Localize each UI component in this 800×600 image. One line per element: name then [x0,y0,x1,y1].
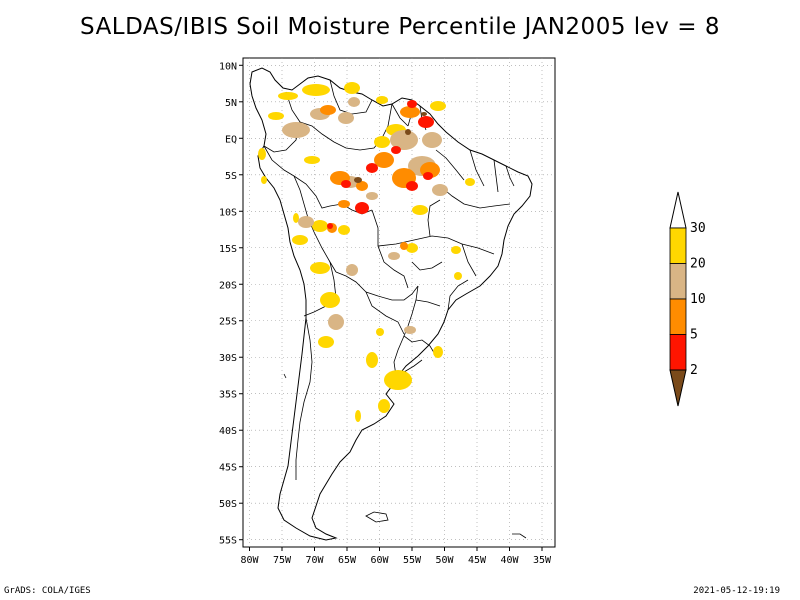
x-tick-label: 35W [533,555,552,566]
color-bar-label: 2 [690,363,698,378]
y-tick-label: 50S [219,499,237,510]
shaded-regions [258,82,475,422]
y-tick-label: 5N [225,98,237,109]
color-bar-segment [669,227,687,264]
y-tick-label: 5S [225,171,237,182]
color-bar-label: 20 [690,257,706,272]
color-bar-label: 10 [690,292,706,307]
color-bar-arrow-bottom [669,369,687,407]
y-tick-label: 30S [219,353,237,364]
y-tick-label: 10S [219,207,237,218]
color-bar-segment [669,298,687,335]
color-bar-label: 30 [690,221,706,236]
x-tick-label: 70W [305,555,324,566]
color-bar-legend: 30 20 10 5 2 [669,191,706,407]
x-tick-label: 80W [240,555,259,566]
y-tick-label: 25S [219,317,237,328]
y-tick-label: 45S [219,463,237,474]
y-tick-label: 20S [219,280,237,291]
y-tick-label: 10N [219,61,237,72]
y-axis-ticks: 10N 5N EQ 5S 10S 15S 20S 25S 30S 35S 40S 45S 50S 55S [219,61,243,547]
y-tick-label: 55S [219,536,237,547]
x-axis-ticks: 80W 75W 70W 65W 60W 55W 50W 45W 40W 35W [240,547,552,566]
y-tick-label: 35S [219,390,237,401]
x-tick-label: 55W [403,555,422,566]
footer-credit: GrADS: COLA/IGES [4,586,91,596]
y-tick-label: 15S [219,244,237,255]
x-tick-label: 60W [370,555,389,566]
color-bar-segment [669,263,687,300]
color-bar-segment [669,334,687,371]
color-bar-arrow-top [669,191,687,229]
y-tick-label: EQ [225,134,237,145]
islands [283,373,527,539]
plot-frame [242,57,556,548]
y-tick-label: 40S [219,426,237,437]
color-bar-label: 5 [690,328,698,343]
x-tick-label: 45W [468,555,487,566]
x-tick-label: 40W [500,555,519,566]
footer-timestamp: 2021-05-12-19:19 [693,586,780,596]
x-tick-label: 65W [338,555,357,566]
x-tick-label: 75W [273,555,292,566]
x-tick-label: 50W [435,555,454,566]
map-title: SALDAS/IBIS Soil Moisture Percentile JAN… [80,14,720,40]
continent-outline [249,67,533,541]
